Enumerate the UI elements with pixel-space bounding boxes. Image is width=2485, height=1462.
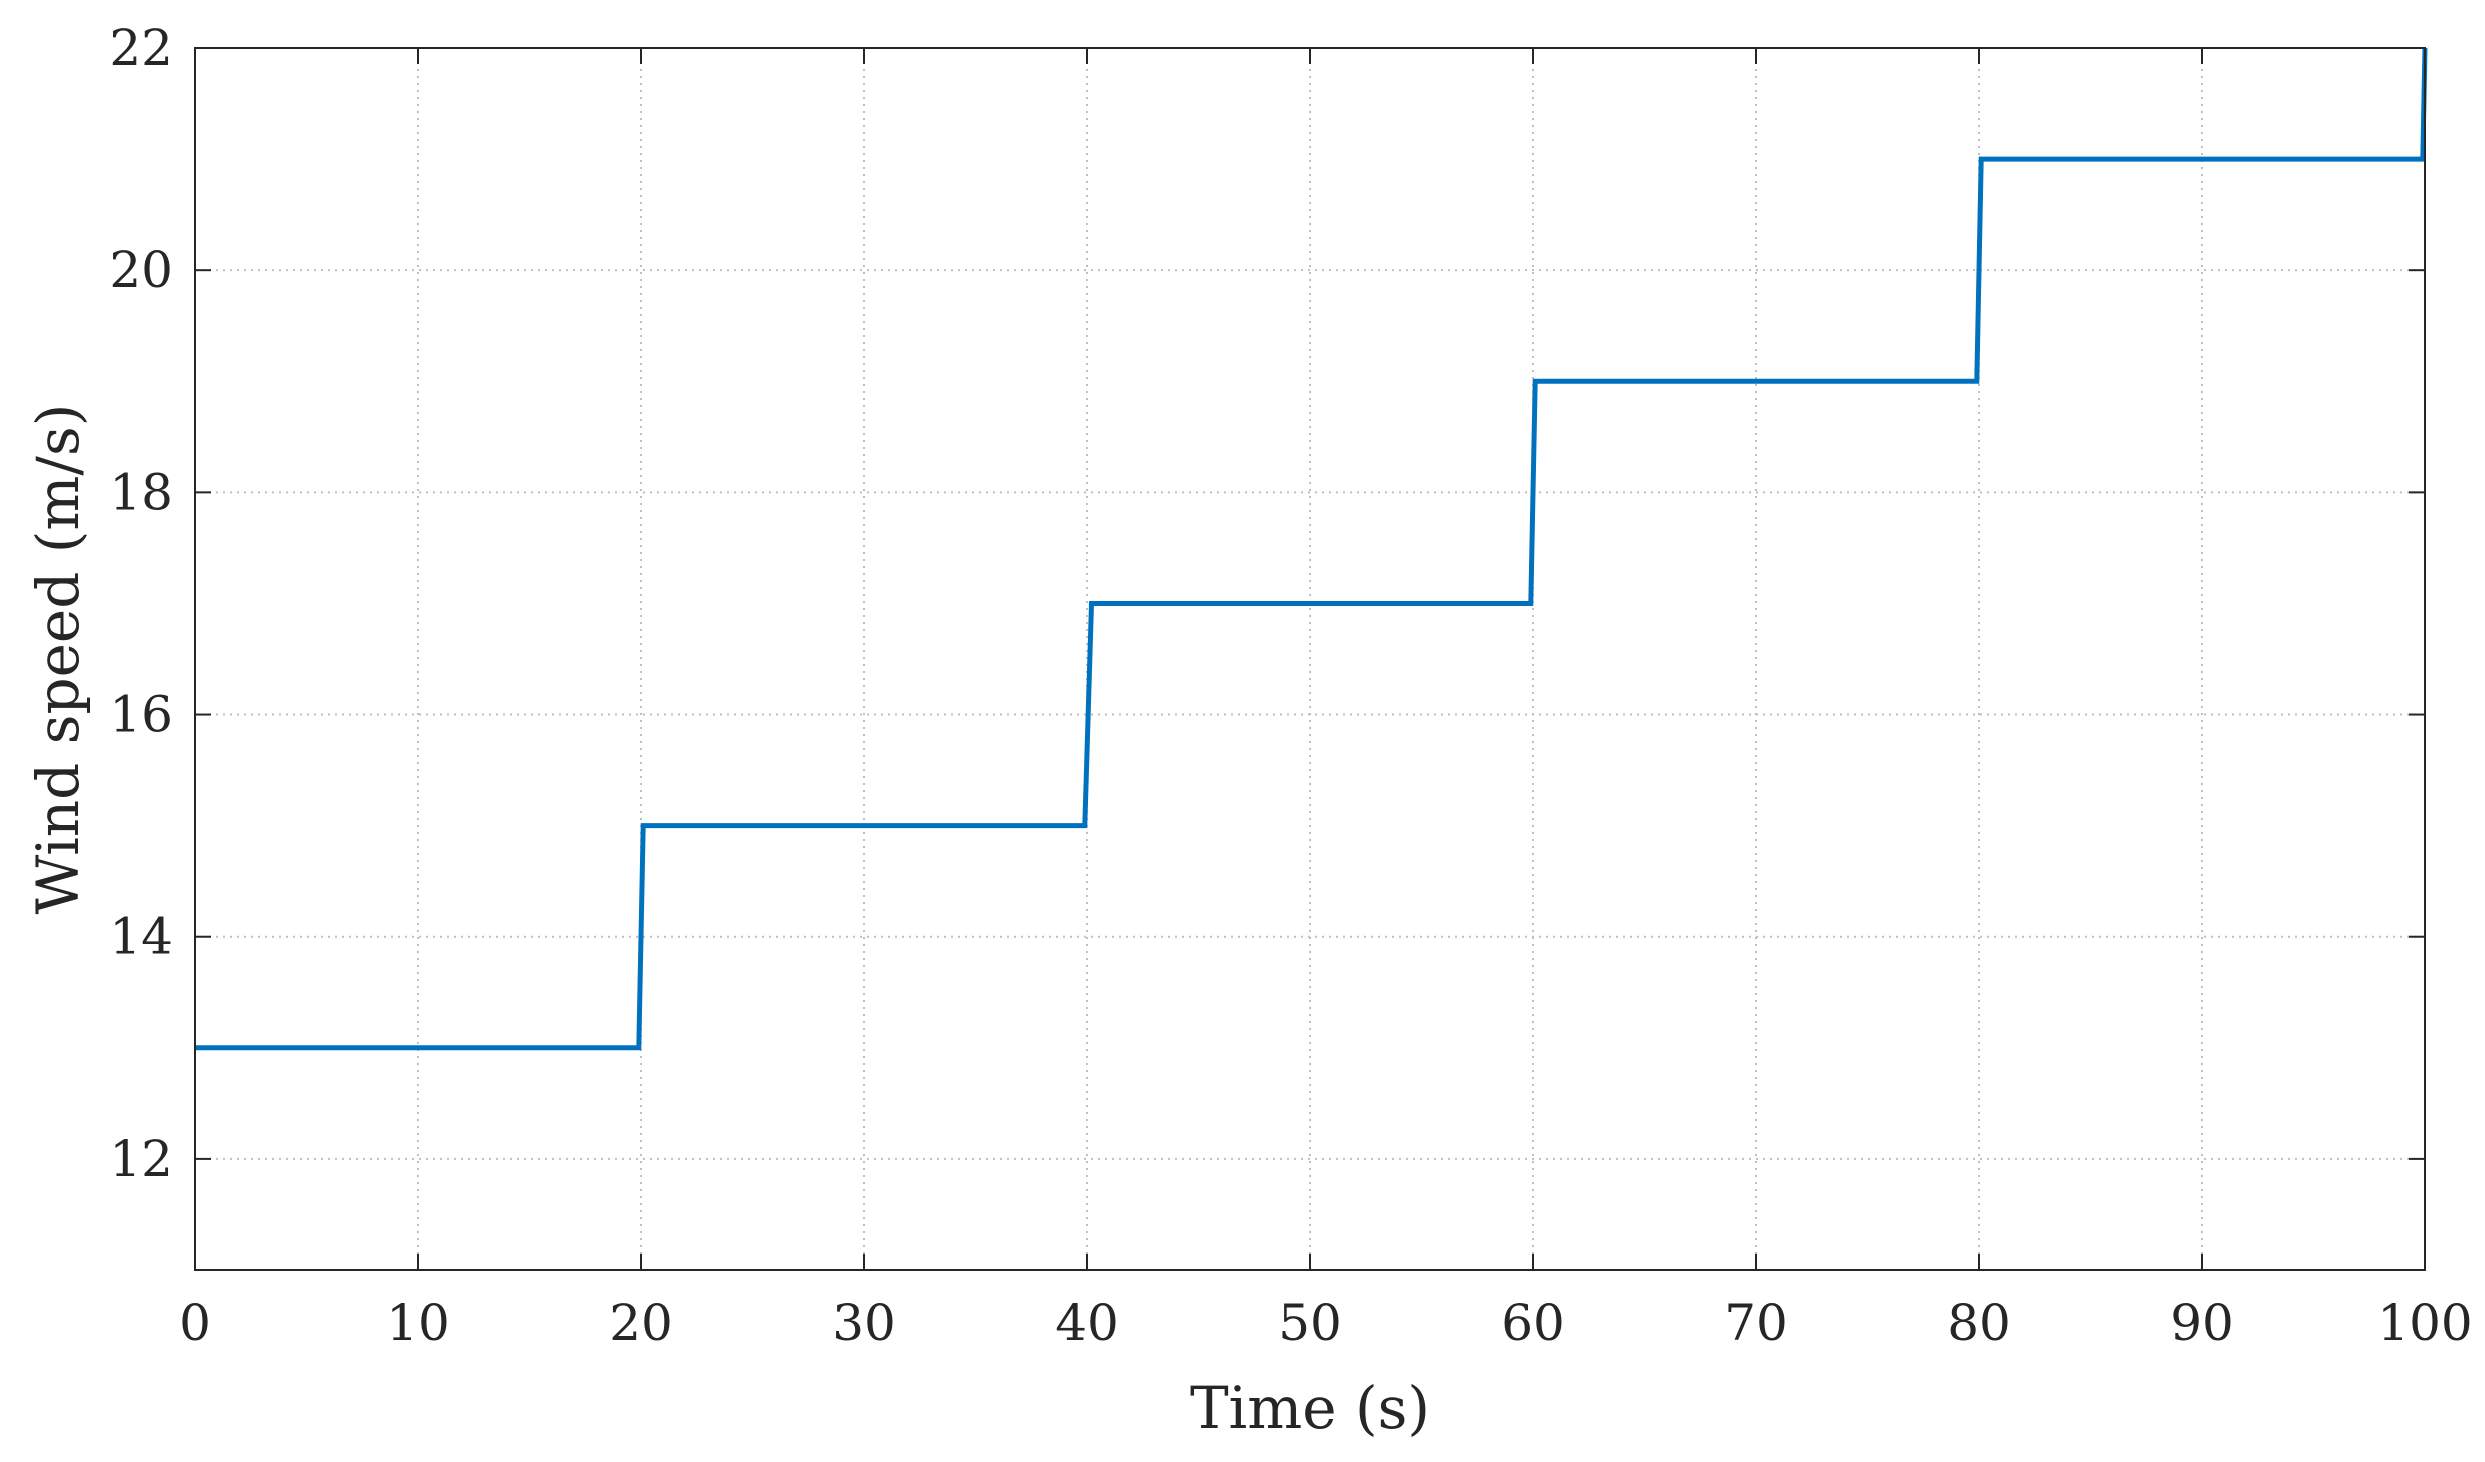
x-tick-label-8: 80 [1947,1294,2011,1352]
x-axis-title: Time (s) [1190,1374,1430,1442]
y-tick-label-3: 18 [109,463,173,521]
x-tick-label-9: 90 [2170,1294,2234,1352]
ticks [194,47,2426,1270]
x-tick-label-3: 30 [832,1294,896,1352]
y-tick-label-5: 22 [109,19,173,77]
y-tick-label-2: 16 [109,686,173,744]
y-axis-title: Wind speed (m/s) [24,404,92,915]
x-tick-label-6: 60 [1501,1294,1565,1352]
x-tick-label-7: 70 [1724,1294,1788,1352]
series-layer [195,47,2428,1051]
y-tick-label-4: 20 [109,241,173,299]
x-tick-label-4: 40 [1055,1294,1119,1352]
grid [195,48,2425,1270]
x-tick-label-5: 50 [1278,1294,1342,1352]
y-tick-label-0: 12 [109,1130,173,1188]
x-tick-labels: 0 10 20 30 40 50 60 70 80 90 100 [179,1294,2473,1352]
x-tick-label-10: 100 [2377,1294,2472,1352]
x-tick-label-2: 20 [609,1294,673,1352]
series-line-0 [195,47,2428,1051]
y-tick-label-1: 14 [109,908,173,966]
x-tick-label-1: 10 [386,1294,450,1352]
x-tick-label-0: 0 [179,1294,211,1352]
y-tick-labels: 12 14 16 18 20 22 [109,19,173,1188]
